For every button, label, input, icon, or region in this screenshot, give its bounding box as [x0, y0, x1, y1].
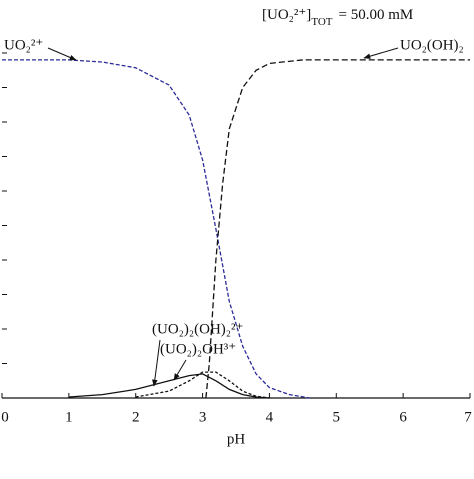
label-arrow	[173, 359, 187, 381]
x-tick-label: 6	[399, 409, 407, 425]
note-part: = 50.00 mM	[339, 7, 414, 23]
x-tick-label: 1	[65, 409, 73, 425]
x-tick-label: 7	[464, 409, 472, 425]
series-label: UO₂(OH)₂	[400, 37, 464, 53]
x-tick-label: 4	[266, 409, 274, 425]
x-tick-label: 0	[1, 409, 9, 425]
series-line	[205, 59, 470, 399]
x-tick-label: 5	[333, 409, 341, 425]
note: [UO₂²⁺]TOT = 50.00 mM	[262, 7, 413, 27]
series-label: UO₂²⁺	[4, 37, 43, 53]
label-arrow	[152, 339, 161, 387]
note-part: [UO₂²⁺]	[262, 7, 311, 23]
x-tick-label: 3	[199, 409, 207, 425]
label-arrow	[47, 47, 77, 61]
series-line	[68, 373, 270, 399]
series-line	[2, 59, 310, 399]
series-line	[135, 371, 270, 399]
series-label: (UO₂)₂OH³⁺	[160, 341, 236, 357]
note-part: TOT	[311, 16, 332, 28]
series-label: (UO₂)₂(OH)₂²⁺	[152, 321, 243, 337]
x-tick-label: 2	[132, 409, 140, 425]
label-arrow	[363, 47, 399, 59]
x-axis-label: pH	[227, 431, 246, 447]
